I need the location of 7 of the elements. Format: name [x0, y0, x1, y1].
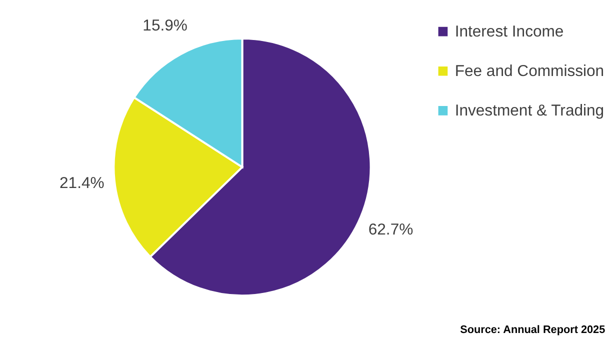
legend-label: Fee and Commission — [454, 63, 604, 80]
data-label: 15.9% — [142, 18, 188, 35]
data-label: 62.7% — [368, 222, 414, 239]
legend-label: Investment & Trading — [454, 102, 604, 120]
data-label: 21.4% — [59, 175, 104, 192]
source-note: Source: Annual Report 2025 — [460, 324, 606, 336]
legend-label: Interest Income — [454, 24, 564, 41]
